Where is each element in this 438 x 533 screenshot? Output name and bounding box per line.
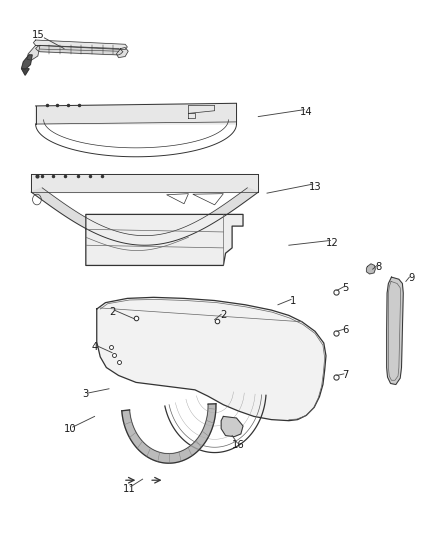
Text: 15: 15 xyxy=(32,30,44,41)
Text: 14: 14 xyxy=(300,107,313,117)
Text: 11: 11 xyxy=(123,484,136,494)
Polygon shape xyxy=(122,404,216,463)
Polygon shape xyxy=(33,40,127,50)
Text: 6: 6 xyxy=(343,325,349,335)
Text: 1: 1 xyxy=(290,296,297,306)
Text: 5: 5 xyxy=(343,283,349,293)
Text: 9: 9 xyxy=(408,273,414,283)
Polygon shape xyxy=(367,264,375,274)
Polygon shape xyxy=(117,47,128,58)
Text: 13: 13 xyxy=(309,182,321,192)
Polygon shape xyxy=(35,103,237,124)
Text: 2: 2 xyxy=(220,310,226,320)
Polygon shape xyxy=(387,277,403,384)
Polygon shape xyxy=(21,55,32,70)
Polygon shape xyxy=(86,214,243,265)
Text: 16: 16 xyxy=(232,440,245,450)
Text: 12: 12 xyxy=(326,238,339,247)
Polygon shape xyxy=(35,45,123,55)
Polygon shape xyxy=(21,69,29,75)
Text: 8: 8 xyxy=(375,262,381,271)
Polygon shape xyxy=(221,416,243,437)
Polygon shape xyxy=(35,103,237,124)
Polygon shape xyxy=(31,188,258,245)
Polygon shape xyxy=(27,45,40,60)
Text: 3: 3 xyxy=(83,389,89,399)
Polygon shape xyxy=(31,174,258,192)
Text: 2: 2 xyxy=(109,306,115,317)
Text: 4: 4 xyxy=(92,342,98,352)
Text: 7: 7 xyxy=(343,370,349,381)
Polygon shape xyxy=(97,297,326,421)
Text: 10: 10 xyxy=(64,424,77,434)
